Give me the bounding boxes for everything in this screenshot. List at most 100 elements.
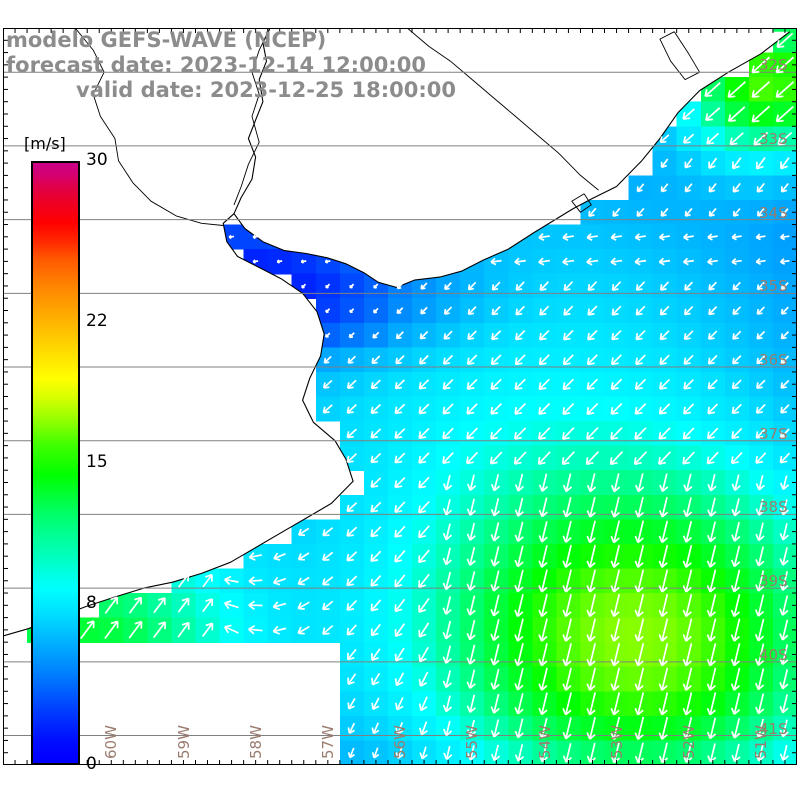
wind-arrow-head — [323, 386, 330, 389]
wind-arrow-shaft — [516, 643, 524, 666]
wind-arrow-shaft — [732, 235, 742, 239]
wind-arrow-shaft — [466, 235, 478, 239]
wind-arrow-head — [758, 535, 765, 542]
wind-arrow-head — [370, 504, 374, 512]
wind-arrow-shaft — [346, 502, 358, 512]
wind-arrow-shaft — [635, 305, 646, 316]
wind-arrow-shaft — [637, 643, 645, 666]
wind-arrow-head — [444, 337, 451, 340]
wind-arrow-shaft — [445, 523, 451, 540]
wind-arrow-head — [134, 596, 142, 601]
wind-arrow-head — [779, 258, 785, 263]
lat-label-40S: 40S — [759, 645, 788, 664]
wind-arrow-shaft — [469, 619, 476, 640]
wind-arrow-head — [418, 382, 422, 389]
wind-arrow-head — [710, 510, 717, 517]
wind-arrow-head — [442, 483, 448, 491]
wind-arrow-head — [610, 560, 615, 568]
wind-arrow-head — [610, 585, 615, 593]
wind-arrow-head — [272, 576, 279, 584]
wind-arrow-head — [517, 755, 525, 762]
wind-arrow-head — [707, 357, 711, 364]
wind-arrow-head — [491, 387, 499, 390]
wind-arrow-head — [418, 535, 426, 539]
wind-arrow-head — [467, 333, 470, 340]
wind-arrow-head — [395, 752, 400, 759]
wind-arrow-head — [347, 386, 354, 389]
wind-arrow-head — [683, 136, 687, 144]
wind-arrow-shaft — [418, 500, 430, 514]
wind-arrow-head — [323, 411, 330, 414]
wind-arrow-head — [683, 484, 688, 492]
wind-arrow-shaft — [490, 259, 502, 263]
wind-arrow-shaft — [515, 305, 526, 316]
wind-arrow-shaft — [418, 525, 430, 538]
wind-arrow-head — [490, 436, 498, 440]
wind-arrow-head — [370, 578, 373, 587]
wind-arrow-head — [541, 635, 548, 642]
wind-arrow-head — [514, 658, 519, 666]
wind-arrow-shaft — [661, 593, 669, 617]
wind-arrow-shaft — [540, 667, 548, 691]
wind-arrow-head — [757, 610, 765, 617]
wind-arrow-head — [442, 461, 451, 465]
wind-arrow-head — [661, 586, 668, 593]
wind-arrow-shaft — [418, 379, 430, 390]
colorbar-tick-30: 30 — [86, 150, 108, 170]
wind-arrow-head — [493, 635, 500, 642]
wind-arrow-head — [755, 706, 760, 714]
wind-arrow-head — [586, 357, 590, 365]
wind-arrow-head — [539, 312, 547, 316]
wind-arrow-head — [370, 431, 374, 438]
wind-arrow-shaft — [758, 474, 764, 491]
wind-arrow-shaft — [492, 570, 500, 592]
wind-arrow-head — [610, 257, 616, 263]
wind-arrow-head — [610, 634, 615, 642]
wind-arrow-head — [490, 609, 495, 617]
wind-arrow-head — [707, 233, 713, 239]
wind-arrow-head — [541, 511, 548, 518]
wind-arrow-shaft — [659, 259, 671, 263]
wind-arrow-shaft — [661, 716, 669, 740]
wind-arrow-head — [418, 654, 421, 662]
wind-arrow-shaft — [588, 618, 596, 642]
wind-arrow-shaft — [445, 571, 452, 590]
wind-arrow-head — [634, 707, 639, 716]
wind-arrow-head — [683, 406, 686, 414]
wind-arrow-head — [685, 684, 692, 691]
wind-arrow-head — [684, 284, 687, 290]
wind-arrow-head — [562, 658, 567, 666]
wind-arrow-head — [683, 308, 687, 315]
wind-arrow-head — [732, 386, 739, 390]
wind-arrow-head — [395, 233, 400, 239]
wind-arrow-head — [660, 288, 667, 291]
wind-arrow-shaft — [775, 56, 795, 74]
wind-arrow-shaft — [538, 259, 551, 264]
wind-arrow-shaft — [756, 281, 765, 291]
wind-arrow-shaft — [370, 574, 382, 587]
wind-arrow-head — [751, 90, 755, 98]
wind-arrow-head — [469, 535, 476, 541]
wind-arrow-head — [709, 287, 715, 291]
wind-arrow-head — [493, 731, 500, 738]
lat-label-33S: 33S — [759, 129, 788, 148]
wind-arrow-head — [372, 259, 376, 263]
wind-arrow-shaft — [394, 550, 406, 563]
wind-arrow-shaft — [753, 131, 769, 146]
wind-arrow-shaft — [729, 132, 744, 145]
wind-arrow-head — [469, 754, 477, 761]
wind-arrow-shaft — [492, 643, 500, 666]
wind-arrow-head — [515, 387, 523, 391]
wind-arrow-shaft — [731, 427, 743, 439]
wind-arrow-shaft — [469, 644, 476, 665]
wind-arrow-head — [634, 261, 641, 266]
wind-arrow-head — [562, 683, 567, 691]
wind-arrow-head — [445, 559, 452, 566]
wind-arrow-head — [635, 284, 639, 291]
wind-arrow-head — [733, 684, 741, 691]
wind-arrow-head — [322, 627, 326, 635]
wind-arrow-head — [396, 681, 404, 687]
wind-arrow-head — [586, 683, 591, 691]
wind-arrow-head — [658, 755, 664, 763]
wind-arrow-head — [349, 753, 355, 759]
